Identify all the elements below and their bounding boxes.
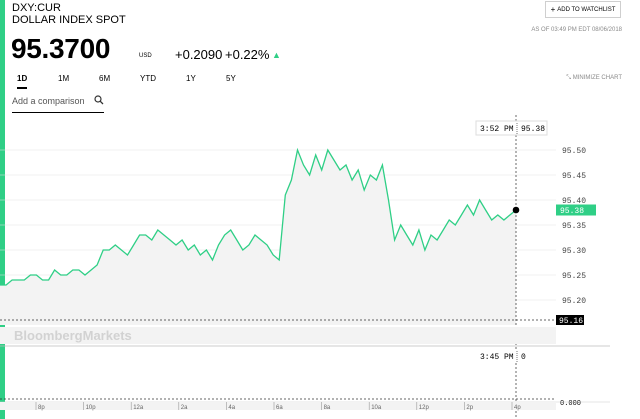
comparison-search[interactable]: Add a comparison <box>12 92 104 113</box>
x-tick-label: 2p <box>466 405 473 411</box>
up-arrow-icon: ▲ <box>272 50 281 60</box>
y-tick-label: 95.25 <box>562 272 586 281</box>
y-axis: 95.50 95.45 95.40 95.35 95.30 95.25 95.20 <box>562 147 586 306</box>
minimize-label: MINIMIZE CHART <box>572 75 622 81</box>
watermark-band <box>0 327 556 344</box>
security-name: DOLLAR INDEX SPOT <box>12 14 126 26</box>
x-tick-label: 12a <box>133 405 144 411</box>
x-tick-label: 12p <box>419 405 430 411</box>
previous-close-flag <box>556 315 584 325</box>
x-tick-label: 6a <box>276 405 283 411</box>
x-axis: 8p 10p 12a 2a 4a 6a 8a 10a 12p 2p 4p <box>35 402 521 411</box>
comparison-input[interactable]: Add a comparison <box>12 96 85 106</box>
previous-close-label: 95.16 <box>559 317 583 326</box>
volume-time: 3:45 PM <box>480 353 514 362</box>
change-absolute: +0.2090 <box>175 47 223 62</box>
y-tick-label: 95.50 <box>562 147 586 156</box>
price-line <box>0 147 517 286</box>
x-tick-label: 10a <box>371 405 382 411</box>
y-tick-label: 95.35 <box>562 222 586 231</box>
change-percent: +0.22% <box>225 47 270 62</box>
crosshair-label-box <box>475 120 548 136</box>
crosshair-value: 95.38 <box>521 125 545 134</box>
last-price-flag <box>556 204 596 216</box>
last-price: 95.3700 <box>11 33 111 64</box>
volume-value: 0 <box>521 353 526 362</box>
bloomberg-watermark: BloombergMarkets <box>14 328 132 343</box>
currency-label: USD <box>139 53 152 59</box>
x-tick-label: 10p <box>86 405 97 411</box>
price-chart: 95.50 95.45 95.40 95.35 95.30 95.25 95.20 3:52… <box>0 115 610 419</box>
x-tick-label: 2a <box>181 405 188 411</box>
tab-1d[interactable]: 1D <box>17 74 28 89</box>
accent-bar <box>0 0 5 419</box>
ticker-symbol: DXY:CUR <box>12 2 61 14</box>
tab-1y[interactable]: 1Y <box>186 74 196 83</box>
as-of-timestamp: AS OF 03:49 PM EDT 08/06/2018 <box>531 27 622 33</box>
plus-icon: + <box>550 5 556 14</box>
tab-ytd[interactable]: YTD <box>140 74 156 83</box>
y-tick-label: 95.40 <box>562 197 586 206</box>
last-point-marker <box>512 206 520 214</box>
add-to-watchlist-button[interactable]: + ADD TO WATCHLIST <box>545 1 621 18</box>
tab-1m[interactable]: 1M <box>58 74 70 83</box>
crosshair-time: 3:52 PM <box>480 125 514 134</box>
search-icon <box>94 95 104 107</box>
y-tick-label: 95.45 <box>562 172 586 181</box>
x-tick-label: 8p <box>38 405 45 411</box>
x-tick-label: 4p <box>514 405 521 411</box>
tab-6m[interactable]: 6M <box>99 74 111 83</box>
minimize-chart-button[interactable]: ⤡ MINIMIZE CHART <box>566 75 622 82</box>
volume-axis-label: 0.000 <box>560 400 581 408</box>
y-tick-label: 95.30 <box>562 247 586 256</box>
tab-5y[interactable]: 5Y <box>226 74 236 83</box>
x-tick-label: 8a <box>324 405 331 411</box>
last-price-flag-label: 95.38 <box>560 207 584 216</box>
collapse-icon: ⤡ <box>566 75 572 81</box>
x-tick-label: 4a <box>228 405 235 411</box>
watchlist-label: ADD TO WATCHLIST <box>557 6 616 13</box>
y-tick-label: 95.20 <box>562 297 586 306</box>
